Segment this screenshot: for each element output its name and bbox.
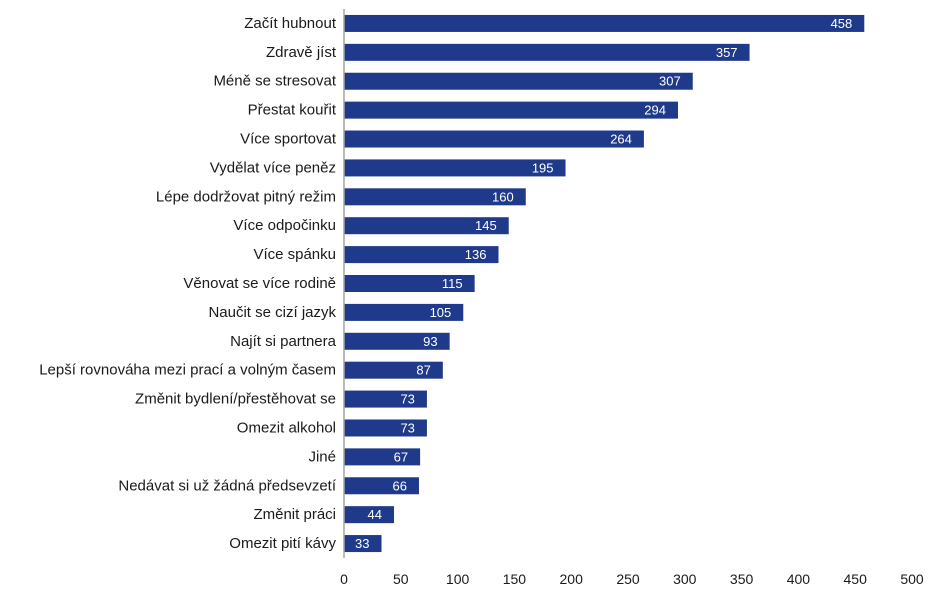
bars-layer: 4583573072942641951601451361151059387737… — [344, 14, 865, 553]
bar-value-label: 294 — [644, 103, 666, 118]
category-label: Začít hubnout — [244, 15, 337, 32]
bar — [344, 332, 450, 350]
bar — [344, 477, 419, 495]
x-tick-labels: 0 50 100 150 200 250 300 350 400 450 500 — [340, 571, 924, 587]
bar-value-label: 73 — [400, 392, 414, 407]
category-label: Méně se stresovat — [213, 73, 336, 90]
category-label: Vydělat více peněz — [210, 159, 336, 176]
category-label: Věnovat se více rodině — [183, 275, 336, 292]
category-label: Lepší rovnováha mezi prací a volným čase… — [39, 362, 336, 379]
bar-value-label: 307 — [659, 74, 681, 89]
bar — [344, 448, 421, 466]
category-label: Změnit práci — [253, 506, 336, 523]
bar — [344, 14, 865, 32]
category-label: Lépe dodržovat pitný režim — [156, 188, 336, 205]
bar-value-label: 93 — [423, 334, 437, 349]
x-tick-label: 0 — [340, 571, 348, 587]
bar — [344, 535, 382, 553]
category-label: Naučit se cizí jazyk — [208, 304, 336, 321]
x-tick-label: 500 — [900, 571, 924, 587]
bar — [344, 72, 693, 90]
category-labels: Začít hubnout Zdravě jíst Méně se stresova… — [39, 15, 337, 552]
x-tick-label: 350 — [730, 571, 754, 587]
bar — [344, 101, 678, 119]
bar — [344, 188, 526, 206]
bar — [344, 246, 499, 264]
bar-value-label: 67 — [394, 449, 408, 464]
bar — [344, 419, 427, 437]
category-label: Omezit pití kávy — [229, 535, 336, 552]
bar — [344, 217, 509, 235]
x-tick-label: 50 — [393, 571, 409, 587]
category-label: Přestat kouřit — [248, 102, 337, 119]
bar — [344, 159, 566, 177]
category-label: Více spánku — [253, 246, 336, 263]
category-label: Najít si partnera — [230, 333, 337, 350]
bar — [344, 275, 475, 292]
bar-value-label: 87 — [416, 363, 430, 378]
x-tick-label: 250 — [616, 571, 640, 587]
category-label: Nedávat si už žádná předsevzetí — [118, 477, 336, 494]
category-label: Změnit bydlení/přestěhovat se — [135, 391, 336, 408]
bar-value-label: 44 — [368, 507, 382, 522]
category-label: Více odpočinku — [233, 217, 336, 234]
x-tick-label: 150 — [503, 571, 527, 587]
x-tick-label: 400 — [787, 571, 811, 587]
x-tick-label: 450 — [844, 571, 868, 587]
x-tick-label: 300 — [673, 571, 697, 587]
bar — [344, 130, 644, 148]
bar-value-label: 195 — [532, 160, 554, 175]
bar-value-label: 115 — [442, 276, 463, 291]
bar-value-label: 73 — [400, 420, 414, 435]
bar-value-label: 458 — [831, 16, 853, 31]
bar-value-label: 66 — [393, 478, 407, 493]
category-label: Zdravě jíst — [266, 44, 337, 61]
x-tick-label: 200 — [560, 571, 584, 587]
bar-value-label: 33 — [355, 536, 369, 551]
bar-value-label: 357 — [716, 45, 738, 60]
bar-value-label: 264 — [610, 132, 632, 147]
bar — [344, 390, 427, 408]
category-label: Více sportovat — [240, 131, 337, 148]
bar-value-label: 136 — [465, 247, 487, 262]
bar — [344, 43, 750, 61]
bar — [344, 506, 394, 524]
category-label: Jiné — [308, 448, 336, 465]
bar-value-label: 160 — [492, 189, 514, 204]
bar-value-label: 145 — [475, 218, 497, 233]
x-tick-label: 100 — [446, 571, 470, 587]
category-label: Omezit alkohol — [237, 419, 336, 436]
bar — [344, 361, 443, 379]
bar — [344, 303, 464, 321]
bar-value-label: 105 — [430, 305, 452, 320]
